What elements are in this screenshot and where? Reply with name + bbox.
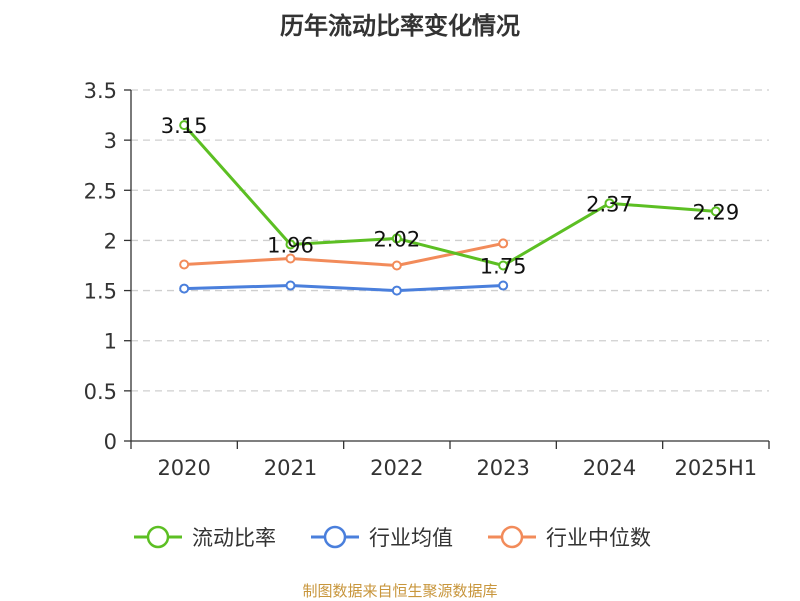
data-point xyxy=(498,260,509,271)
legend-marker xyxy=(323,525,347,549)
data-label: 1.96 xyxy=(267,233,314,257)
data-label: 3.15 xyxy=(161,114,208,138)
legend-marker xyxy=(500,525,524,549)
y-tick-label: 2 xyxy=(104,229,117,253)
source-note: 制图数据来自恒生聚源数据库 xyxy=(302,582,498,600)
chart-title: 历年流动比率变化情况 xyxy=(280,12,520,40)
data-point xyxy=(179,120,190,131)
x-tick-label: 2022 xyxy=(370,456,423,480)
legend-label: 行业均值 xyxy=(369,526,453,550)
data-point xyxy=(285,280,296,291)
data-point xyxy=(285,239,296,250)
data-label: 2.37 xyxy=(586,192,633,216)
data-label: 2.29 xyxy=(692,200,739,224)
x-tick-label: 2025H1 xyxy=(675,456,758,480)
data-label: 2.02 xyxy=(373,227,420,251)
legend-marker xyxy=(146,525,170,549)
y-tick-label: 1 xyxy=(104,330,117,354)
data-point xyxy=(179,259,190,270)
y-tick-label: 3 xyxy=(104,129,117,153)
legend-label: 行业中位数 xyxy=(546,526,651,550)
y-tick-label: 3.5 xyxy=(84,79,117,103)
data-point xyxy=(285,253,296,264)
data-point xyxy=(498,280,509,291)
legend-item: 流动比率 xyxy=(134,525,276,550)
data-point xyxy=(391,233,402,244)
data-label: 1.75 xyxy=(480,255,527,279)
legend: 流动比率 行业均值 行业中位数 xyxy=(134,525,651,550)
y-tick-label: 0 xyxy=(104,430,117,454)
grid-lines xyxy=(131,89,769,392)
y-tick-label: 2.5 xyxy=(84,179,117,203)
legend-item: 行业中位数 xyxy=(488,525,651,550)
data-point xyxy=(391,260,402,271)
x-tick-label: 2020 xyxy=(157,456,210,480)
series-line xyxy=(184,241,504,267)
data-point xyxy=(391,285,402,296)
legend-item: 行业均值 xyxy=(311,525,453,550)
series-line xyxy=(183,124,716,267)
data-point xyxy=(179,283,190,294)
data-labels: 3.15 1.96 2.02 1.75 2.37 2.29 xyxy=(161,114,739,278)
y-tick-label: 0.5 xyxy=(84,380,117,404)
y-tick-label: 1.5 xyxy=(84,280,117,304)
series-lines xyxy=(179,120,721,296)
legend-label: 流动比率 xyxy=(192,526,276,550)
data-point xyxy=(498,238,509,249)
x-tick-label: 2021 xyxy=(264,456,317,480)
series-line xyxy=(184,284,504,293)
x-tick-label: 2023 xyxy=(476,456,529,480)
x-tick-label: 2024 xyxy=(583,456,636,480)
data-point xyxy=(710,206,721,217)
axes: 0 0.5 1 1.5 2 2.5 3 3.5 2020 2021 2022 2023 2024 2025… xyxy=(84,79,770,480)
data-point xyxy=(604,198,615,209)
